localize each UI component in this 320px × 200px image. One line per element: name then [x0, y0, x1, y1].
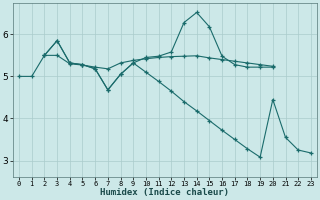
X-axis label: Humidex (Indice chaleur): Humidex (Indice chaleur): [100, 188, 229, 197]
